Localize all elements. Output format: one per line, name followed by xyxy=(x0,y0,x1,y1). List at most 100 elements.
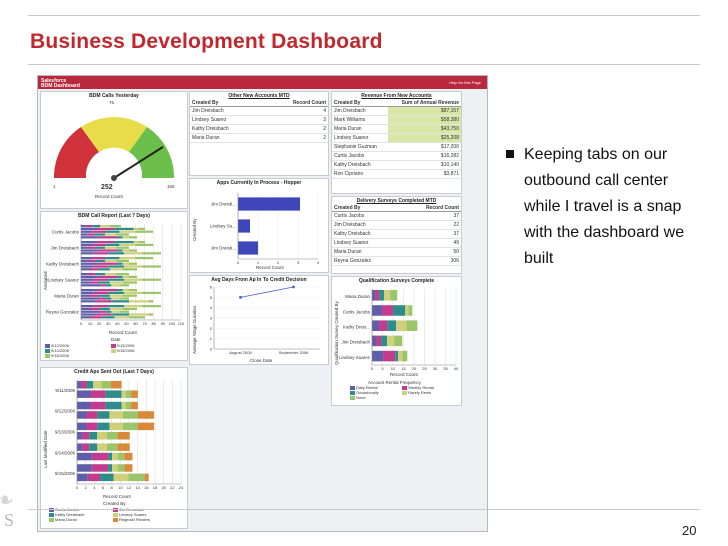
table-cell-value: $25,208 xyxy=(387,133,461,143)
bar-segment xyxy=(128,473,145,482)
bar-segment xyxy=(82,443,90,451)
bar-segment xyxy=(125,401,132,410)
bar-segment xyxy=(95,233,105,236)
legend-label: Kathy Dreisbach xyxy=(55,512,85,517)
x-tick-label: 80 xyxy=(152,321,157,326)
bar-segment xyxy=(81,268,89,271)
legend-label: 9/12/2006 xyxy=(51,343,69,348)
y-tick-label: Kathy Dreis... xyxy=(343,325,370,330)
bar-segment xyxy=(109,411,123,419)
bar xyxy=(238,241,258,255)
bar-segment xyxy=(87,246,96,249)
bar-segment xyxy=(105,401,122,410)
bar-segment xyxy=(89,443,98,451)
avg-days-chart: 0 1 2 3 4 5 6 August 2006 September 2006 xyxy=(210,285,320,355)
calls-legend: 9/12/2006 9/13/2006 9/14/2006 9/15/2006 9/18… xyxy=(45,343,187,358)
bar-segment xyxy=(131,401,138,410)
bar-segment xyxy=(81,284,101,287)
bar-segment xyxy=(393,305,406,316)
x-tick-label: 10 xyxy=(88,321,93,326)
calls-legend-title: Date xyxy=(111,337,121,342)
legend-label: Maria Duran xyxy=(55,517,78,522)
x-tick-label: August 2006 xyxy=(229,350,252,355)
bar-segment xyxy=(402,350,408,362)
y-tick-label: Maria Duran xyxy=(345,294,370,299)
y-tick-label: 3 xyxy=(210,316,213,321)
y-tick-label: 0 xyxy=(210,347,213,352)
bar-segment xyxy=(97,411,110,419)
gauge-needle xyxy=(113,146,164,179)
bar-segment xyxy=(81,291,94,295)
legend-item: Kathy Dreisbach xyxy=(49,512,107,517)
bar-segment xyxy=(108,291,125,295)
revenue-col-created-by: Created By xyxy=(332,99,388,107)
bar-segment xyxy=(124,305,142,308)
bar-segment xyxy=(122,294,137,297)
bar-segment xyxy=(98,262,118,265)
table-cell-value: 3 xyxy=(262,115,328,125)
bar-segment xyxy=(122,411,138,419)
revenue-table: Created By Sum of Annual Revenue Jim Dre… xyxy=(332,99,461,179)
bar-segment xyxy=(98,307,110,311)
legend-label: Daily Rental xyxy=(356,385,378,390)
bar-segment xyxy=(396,320,407,331)
bar-segment xyxy=(113,473,129,482)
credit-apps-title: Credit Aps Sent Out (Last 7 Days) xyxy=(74,369,154,375)
y-tick-label: Jim Dreisbach xyxy=(341,340,370,345)
legend-item: Occasionally xyxy=(350,390,396,395)
legend-swatch xyxy=(402,390,408,395)
table-cell-value: $16,282 xyxy=(387,151,461,161)
table-cell-name: Lindsey Suarez xyxy=(332,238,400,248)
table-cell-name: Stephanie Guzman xyxy=(332,142,388,152)
bar-segment xyxy=(105,230,120,233)
bar-segment xyxy=(95,313,112,316)
bar-segment xyxy=(100,284,105,287)
y-tick-label: Reyna Gonzalez xyxy=(46,310,80,315)
y-tick-label: Lindsey Su... xyxy=(210,224,236,229)
table-row: Reyna Gonzalez 306 xyxy=(332,256,461,266)
bar-segment xyxy=(109,307,123,311)
legend-swatch xyxy=(112,512,118,517)
bar-segment xyxy=(108,265,125,268)
table-cell-value: 49 xyxy=(399,238,461,248)
bar-segment xyxy=(122,262,129,265)
legend-swatch xyxy=(45,353,50,358)
x-tick-label: 6 xyxy=(102,485,105,490)
legend-label: 9/14/2006 xyxy=(51,348,69,353)
legend-swatch xyxy=(402,385,408,390)
table-cell-value: 50 xyxy=(399,247,461,257)
bar-segment xyxy=(119,284,129,287)
bar-segment xyxy=(81,294,89,297)
bar-segment xyxy=(141,265,161,268)
accounts-col-created-by: Created By xyxy=(190,99,263,107)
bar-segment xyxy=(105,233,117,236)
x-tick-label: 30 xyxy=(106,321,111,326)
bar-segment xyxy=(379,320,388,331)
bar-segment xyxy=(109,422,123,431)
bar-segment xyxy=(93,291,109,295)
table-cell-name: Curtis Jacobs xyxy=(332,211,400,221)
bar-segment xyxy=(112,464,118,472)
x-tick-label: 1 xyxy=(257,260,260,265)
y-tick-label: Maria Duran xyxy=(54,294,79,299)
bar-segment xyxy=(117,249,123,252)
x-tick-label: 4 xyxy=(317,260,320,265)
help-link[interactable]: Help for this Page xyxy=(449,80,481,85)
legend-item: Rarely Rents xyxy=(402,390,448,395)
table-row: Maria Duran 2 xyxy=(190,133,328,143)
legend-item: 9/13/2006 xyxy=(110,343,171,348)
bar-segment xyxy=(97,227,115,231)
bar-segment xyxy=(97,443,107,451)
bar xyxy=(238,219,250,233)
bar-segment xyxy=(87,273,96,276)
bar-segment xyxy=(77,452,92,461)
x-tick-label: September 2006 xyxy=(279,350,309,355)
bar-segment xyxy=(129,289,137,292)
qualification-legend: Daily Rental Weekly Rental Occasionally Rar… xyxy=(350,385,460,400)
bar-segment xyxy=(98,249,118,252)
bar-segment xyxy=(81,307,89,311)
x-tick-label: 30 xyxy=(433,366,438,371)
bar-segment xyxy=(98,268,110,271)
table-row: Mark Williams $58,380 xyxy=(332,115,461,125)
bar-segment xyxy=(82,432,90,440)
